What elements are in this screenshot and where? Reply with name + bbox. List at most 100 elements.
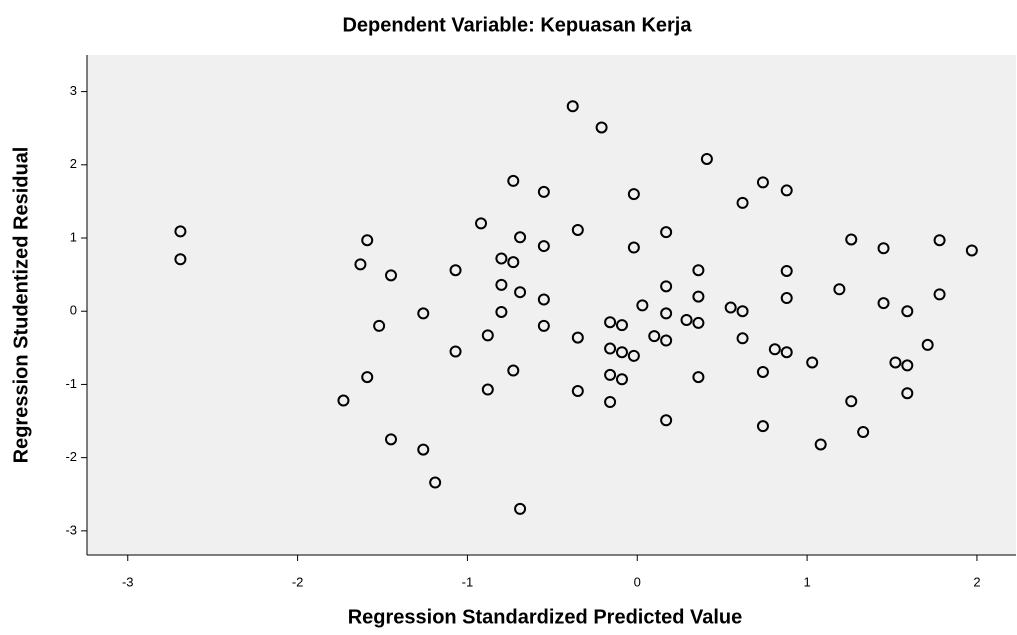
chart-title: Dependent Variable: Kepuasan Kerja: [342, 14, 692, 36]
point: [354, 258, 367, 271]
point: [756, 176, 769, 189]
point: [724, 301, 737, 314]
point: [901, 359, 914, 372]
y-tick-label: 3: [70, 83, 77, 98]
y-tick-label: 1: [70, 229, 77, 244]
point: [604, 395, 617, 408]
point: [736, 196, 749, 209]
y-tick-label: 0: [70, 303, 77, 318]
point: [627, 241, 640, 254]
point: [692, 316, 705, 329]
point: [571, 331, 584, 344]
x-tick-label: -2: [292, 574, 304, 589]
y-tick-label: 2: [70, 156, 77, 171]
point: [833, 283, 846, 296]
point: [636, 299, 649, 312]
point: [507, 256, 520, 269]
y-axis-label: Regression Studentized Residual: [10, 147, 32, 464]
point: [806, 356, 819, 369]
point: [174, 225, 187, 238]
point: [475, 217, 488, 230]
point: [680, 314, 693, 327]
point: [692, 371, 705, 384]
x-tick-label: 2: [973, 574, 980, 589]
point: [361, 371, 374, 384]
point: [648, 330, 661, 343]
x-tick-label: 1: [803, 574, 810, 589]
point: [660, 307, 673, 320]
point: [514, 231, 527, 244]
point: [780, 346, 793, 359]
point: [933, 288, 946, 301]
point: [660, 414, 673, 427]
point: [857, 426, 870, 439]
point: [627, 349, 640, 362]
point: [736, 305, 749, 318]
point: [571, 385, 584, 398]
point: [507, 364, 520, 377]
point: [814, 438, 827, 451]
point: [615, 319, 628, 332]
point: [889, 356, 902, 369]
point: [449, 345, 462, 358]
point: [361, 234, 374, 247]
y-tick-label: -2: [65, 449, 77, 464]
point: [604, 368, 617, 381]
point: [514, 286, 527, 299]
point: [901, 387, 914, 400]
point: [692, 290, 705, 303]
plot-area: [87, 55, 1016, 555]
point: [514, 502, 527, 515]
point: [571, 223, 584, 236]
point: [537, 319, 550, 332]
point: [495, 305, 508, 318]
point: [768, 343, 781, 356]
point: [877, 297, 890, 310]
point: [495, 278, 508, 291]
y-tick-label: -1: [65, 376, 77, 391]
point: [615, 373, 628, 386]
point: [417, 307, 430, 320]
point: [537, 293, 550, 306]
point: [965, 244, 978, 257]
x-tick-label: -3: [122, 574, 134, 589]
point: [877, 242, 890, 255]
point: [700, 152, 713, 165]
x-axis-label: Regression Standardized Predicted Value: [348, 606, 743, 628]
point: [481, 383, 494, 396]
point: [756, 420, 769, 433]
point: [373, 319, 386, 332]
point: [660, 280, 673, 293]
point: [481, 329, 494, 342]
point: [174, 253, 187, 266]
point: [449, 264, 462, 277]
point: [385, 269, 398, 282]
point: [845, 395, 858, 408]
point: [921, 338, 934, 351]
point: [429, 476, 442, 489]
point: [660, 334, 673, 347]
point: [337, 394, 350, 407]
point: [495, 252, 508, 265]
point: [660, 226, 673, 239]
x-tick-label: -1: [462, 574, 474, 589]
point: [615, 346, 628, 359]
point: [933, 234, 946, 247]
point: [566, 100, 579, 113]
point: [595, 121, 608, 134]
point: [627, 188, 640, 201]
point: [736, 332, 749, 345]
point: [901, 305, 914, 318]
point: [780, 264, 793, 277]
point: [604, 342, 617, 355]
point: [692, 264, 705, 277]
x-tick-label: 0: [634, 574, 641, 589]
point: [507, 174, 520, 187]
point: [537, 185, 550, 198]
point: [385, 433, 398, 446]
point: [845, 233, 858, 246]
point: [756, 365, 769, 378]
point: [417, 443, 430, 456]
y-tick-label: -3: [65, 522, 77, 537]
